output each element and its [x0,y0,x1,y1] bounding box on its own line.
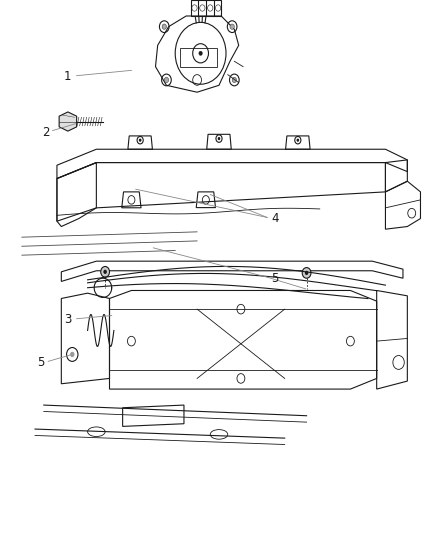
Circle shape [70,352,74,357]
Circle shape [139,139,141,142]
Circle shape [302,268,311,278]
Circle shape [199,51,202,55]
Circle shape [218,137,220,140]
Text: 5: 5 [37,356,44,369]
Circle shape [230,24,234,29]
Polygon shape [59,112,77,131]
Text: 4: 4 [271,212,279,225]
Text: 2: 2 [42,126,50,139]
Circle shape [297,139,299,142]
Text: 1: 1 [64,70,72,83]
Circle shape [101,266,110,277]
Circle shape [232,77,237,83]
Circle shape [305,271,308,275]
Circle shape [103,270,107,274]
Text: 3: 3 [64,313,71,326]
Circle shape [164,77,169,83]
Circle shape [162,24,166,29]
Text: 5: 5 [272,272,279,285]
